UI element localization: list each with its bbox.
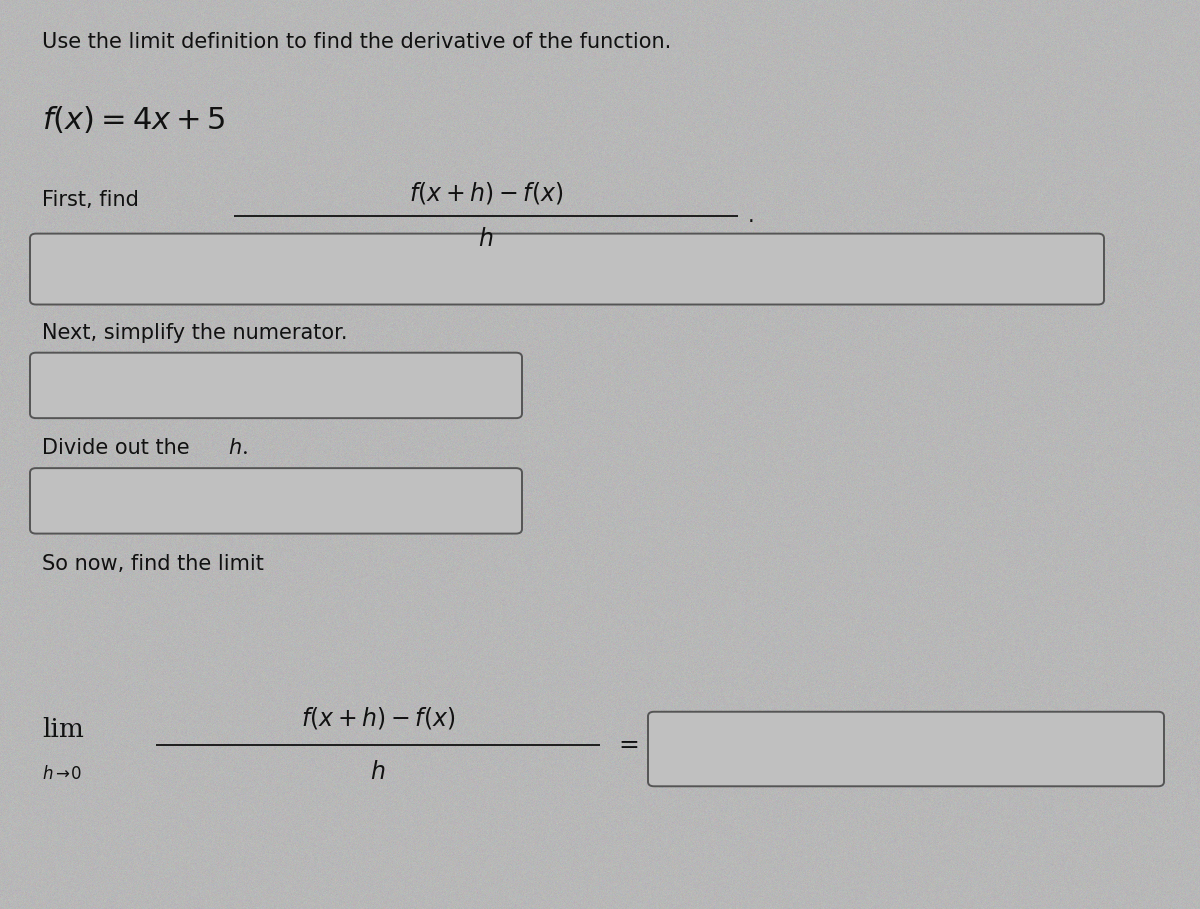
Text: $\it{h}$.: $\it{h}$. [228,438,248,458]
FancyBboxPatch shape [30,468,522,534]
Text: Divide out the: Divide out the [42,438,197,458]
Text: $\it{f}(\it{x}) = 4\it{x} + 5$: $\it{f}(\it{x}) = 4\it{x} + 5$ [42,105,226,135]
Text: .: . [748,206,755,226]
FancyBboxPatch shape [30,234,1104,305]
Text: Next, simplify the numerator.: Next, simplify the numerator. [42,323,348,343]
Text: $\it{f}(\it{x}+\it{h})-\it{f}(\it{x})$: $\it{f}(\it{x}+\it{h})-\it{f}(\it{x})$ [409,180,563,205]
Text: First, find: First, find [42,190,139,210]
Text: $\it{h}$: $\it{h}$ [371,761,385,784]
FancyBboxPatch shape [30,353,522,418]
Text: $\it{h}\rightarrow\!0$: $\it{h}\rightarrow\!0$ [42,765,82,784]
Text: $\it{f}(\it{x}+\it{h})-\it{f}(\it{x})$: $\it{f}(\it{x}+\it{h})-\it{f}(\it{x})$ [301,705,455,731]
FancyBboxPatch shape [648,712,1164,786]
Text: =: = [618,734,638,757]
Text: Use the limit definition to find the derivative of the function.: Use the limit definition to find the der… [42,32,671,52]
Text: lim: lim [42,716,84,742]
Text: So now, find the limit: So now, find the limit [42,554,264,574]
Text: $\it{h}$: $\it{h}$ [479,228,493,252]
